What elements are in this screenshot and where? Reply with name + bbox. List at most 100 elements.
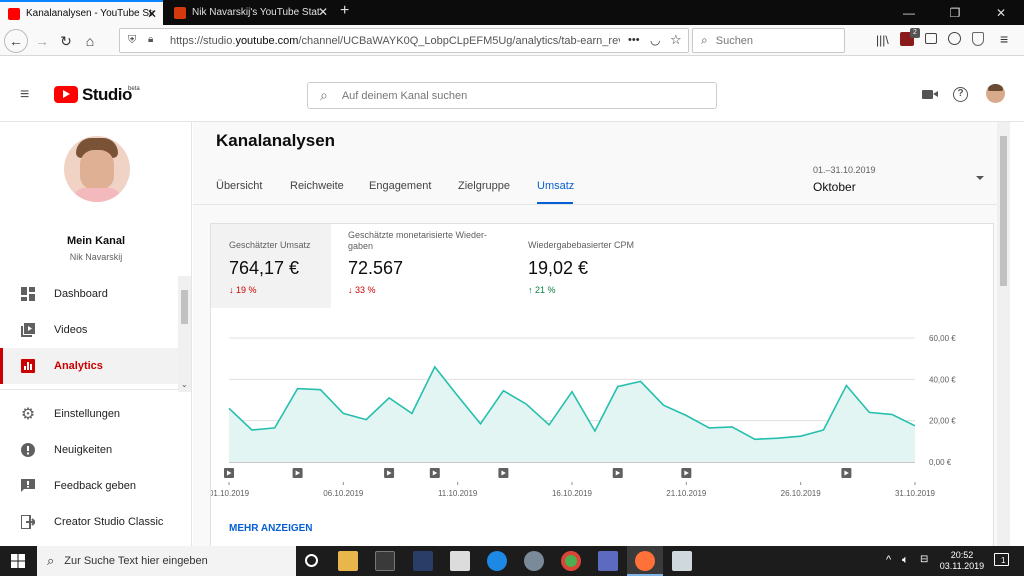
tab-audience[interactable]: Zielgruppe — [458, 180, 510, 192]
close-tab-icon[interactable]: ✕ — [146, 7, 157, 21]
back-icon[interactable]: ← — [4, 29, 28, 53]
metric-tab-monetized-playbacks[interactable]: Geschätzte monetarisierte Wieder-gaben 7… — [331, 224, 511, 308]
library-icon[interactable]: |||\ — [876, 33, 889, 47]
network-icon[interactable]: ⊟ — [920, 554, 929, 565]
channel-avatar[interactable] — [64, 136, 130, 202]
stats-favicon-icon — [174, 6, 186, 19]
show-more-link[interactable]: MEHR ANZEIGEN — [229, 523, 313, 534]
app-icon-1[interactable] — [375, 551, 395, 571]
tab-revenue[interactable]: Umsatz — [537, 180, 575, 192]
metric-delta-value: 33 % — [355, 285, 376, 295]
help-icon[interactable]: ? — [953, 87, 968, 102]
privacy-badger-icon[interactable] — [972, 32, 984, 46]
create-video-icon[interactable] — [922, 90, 938, 99]
metric-delta-down: ↓ 19 % — [229, 285, 257, 295]
browser-tab-strip: Kanalanalysen - YouTube Studio ✕ Nik Nav… — [0, 0, 1024, 25]
main-scrollbar-thumb[interactable] — [1000, 136, 1007, 286]
tab-reach[interactable]: Reichweite — [290, 180, 344, 192]
app-icon-6[interactable] — [672, 551, 692, 571]
sidebar-item-videos[interactable]: Videos — [0, 312, 178, 348]
period-selector[interactable]: Oktober — [813, 180, 856, 194]
app-icon-3[interactable] — [487, 551, 507, 571]
file-explorer-icon[interactable] — [338, 551, 358, 571]
hamburger-menu-icon[interactable]: ≡ — [20, 86, 30, 103]
sidebar-scrollbar[interactable]: ⌄ — [178, 276, 191, 392]
clock-time: 20:52 — [950, 550, 974, 560]
app-icon-4[interactable] — [524, 551, 544, 571]
clock[interactable]: 20:52 03.11.2019 — [938, 550, 986, 572]
exit-icon — [20, 514, 36, 530]
youtube-logo-icon[interactable] — [54, 86, 78, 103]
browser-search-input[interactable]: ⌕ Suchen — [692, 28, 845, 53]
channel-search-input[interactable]: ⌕ Auf deinem Kanal suchen — [307, 82, 717, 109]
close-tab-icon[interactable]: ✕ — [317, 5, 328, 19]
windows-start-icon[interactable] — [11, 554, 25, 573]
feedback-icon — [20, 478, 36, 494]
shield-icon[interactable]: ⛨ — [128, 34, 137, 46]
new-tab-icon[interactable]: + — [340, 2, 350, 19]
video-marker-play-icon — [295, 470, 301, 476]
analytics-icon — [20, 358, 36, 374]
arrow-down-icon: ↓ — [229, 285, 234, 295]
page-top-spacer — [0, 56, 1024, 68]
home-icon[interactable]: ⌂ — [85, 33, 95, 49]
restore-icon[interactable]: ❐ — [949, 5, 961, 20]
browser-tab-stats[interactable]: Nik Navarskij's YouTube Stats ( ✕ — [166, 0, 334, 25]
reload-icon[interactable]: ↻ — [60, 32, 72, 49]
metric-value: 19,02 € — [528, 258, 589, 278]
y-tick-label: 60,00 € — [929, 334, 956, 343]
close-window-icon[interactable]: ✕ — [995, 5, 1007, 20]
search-icon: ⌕ — [701, 33, 708, 47]
scroll-down-icon[interactable]: ⌄ — [181, 380, 188, 389]
notification-center-icon[interactable]: 1 — [994, 553, 1009, 566]
calculator-icon[interactable] — [450, 551, 470, 571]
minimize-icon[interactable]: — — [903, 5, 915, 20]
metric-delta-value: 21 % — [535, 285, 556, 295]
firefox-taskbar-button[interactable] — [627, 546, 663, 576]
account-avatar[interactable] — [986, 84, 1005, 103]
forward-icon[interactable]: → — [35, 33, 49, 49]
sidebar-item-feedback[interactable]: Feedback geben — [0, 468, 178, 504]
camera-lens-shape — [933, 91, 938, 97]
metric-label: Wiedergabebasierter CPM — [528, 240, 635, 250]
chrome-icon[interactable] — [561, 551, 581, 571]
sidebar-item-news[interactable]: Neuigkeiten — [0, 432, 178, 468]
page-actions-icon[interactable]: ••• — [628, 34, 640, 46]
dropdown-arrow-icon[interactable] — [976, 176, 984, 180]
tab-engagement[interactable]: Engagement — [369, 180, 432, 192]
volume-icon[interactable]: 🔈︎ — [902, 554, 909, 566]
metric-value: 72.567 — [348, 258, 404, 278]
video-marker-play-icon — [432, 470, 438, 476]
tab-overview[interactable]: Übersicht — [216, 180, 263, 192]
metric-delta-up: ↑ 21 % — [528, 285, 556, 295]
notification-count: 1 — [1001, 556, 1006, 565]
browser-tab-youtube-studio[interactable]: Kanalanalysen - YouTube Studio ✕ — [0, 0, 163, 25]
url-bar[interactable]: ⛨ 🔒︎ https://studio.youtube.com/channel/… — [119, 28, 689, 53]
metric-tab-revenue[interactable]: Geschätzter Umsatz 764,17 € ↓ 19 % — [211, 224, 331, 308]
sidebar-scrollbar-thumb[interactable] — [181, 290, 188, 324]
lock-icon[interactable]: 🔒︎ — [148, 34, 154, 45]
sidebar-item-dashboard[interactable]: Dashboard — [0, 276, 178, 312]
sidebar-toggle-icon[interactable] — [925, 33, 937, 44]
sidebar-item-creator-studio-classic[interactable]: Creator Studio Classic — [0, 504, 178, 540]
main-content: Kanalanalysen Übersicht Reichweite Engag… — [193, 122, 1010, 546]
date-range[interactable]: 01.–31.10.2019 — [813, 165, 876, 175]
gear-icon: ⚙ — [20, 406, 36, 423]
app-icon-5[interactable] — [598, 551, 618, 571]
sidebar-item-settings[interactable]: ⚙ Einstellungen — [0, 396, 178, 432]
y-tick-label: 40,00 € — [929, 375, 956, 384]
bookmark-star-icon[interactable]: ☆ — [670, 32, 682, 47]
task-view-icon[interactable] — [305, 554, 318, 567]
sidebar-item-analytics[interactable]: Analytics — [0, 348, 178, 384]
studio-header: ≡ Studio beta ⌕ Auf deinem Kanal suchen … — [0, 68, 1024, 122]
url-text[interactable]: https://studio.youtube.com/channel/UCBaW… — [170, 35, 620, 47]
app-icon-2[interactable] — [413, 551, 433, 571]
menu-icon[interactable]: ≡ — [1000, 31, 1009, 47]
main-scrollbar[interactable] — [997, 122, 1010, 546]
x-tick-label: 21.10.2019 — [666, 489, 707, 498]
taskbar-search-input[interactable]: ⌕ Zur Suche Text hier eingeben — [37, 546, 296, 576]
tray-chevron-icon[interactable]: ^ — [886, 554, 892, 566]
account-icon[interactable] — [948, 32, 961, 45]
pocket-icon[interactable]: ◡ — [650, 33, 661, 47]
metric-tab-cpm[interactable]: Wiedergabebasierter CPM 19,02 € ↑ 21 % — [511, 224, 691, 308]
